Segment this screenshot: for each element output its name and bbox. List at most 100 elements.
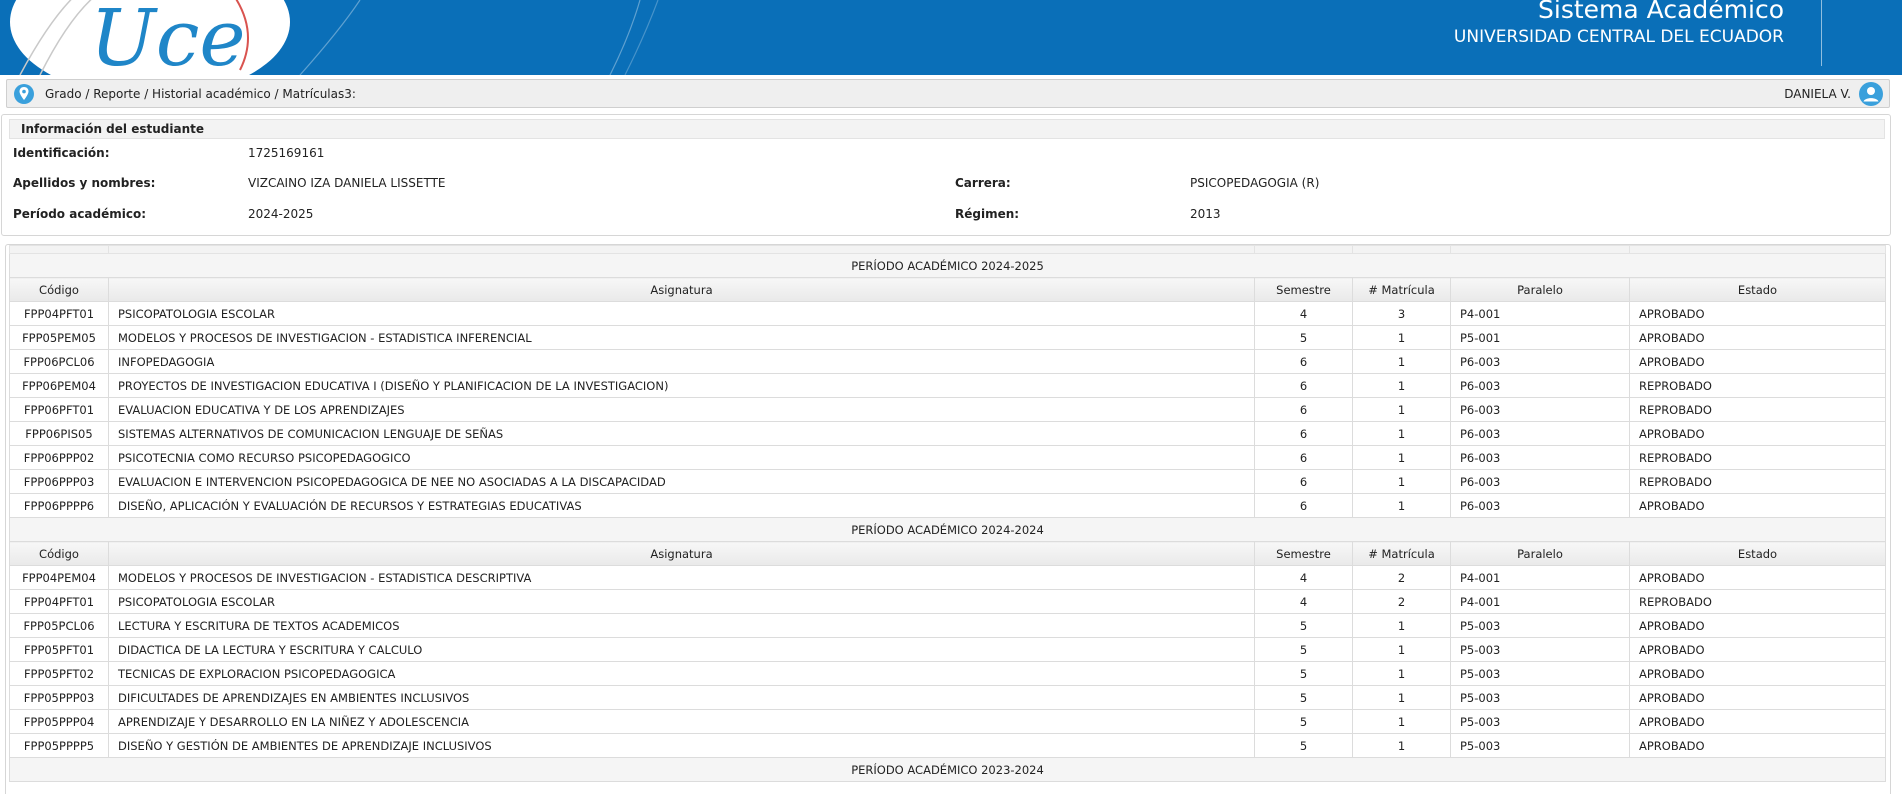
breadcrumb-bar: Grado / Reporte / Historial académico / …	[6, 79, 1890, 108]
cell-estado: APROBADO	[1629, 613, 1886, 638]
cell-estado: APROBADO	[1629, 661, 1886, 686]
cell-estado: APROBADO	[1629, 637, 1886, 662]
location-pin-icon	[14, 83, 34, 104]
table-row[interactable]: FPP05PEM05 MODELOS Y PROCESOS DE INVESTIG…	[9, 325, 1886, 350]
cell-codigo: FPP04PFT01	[9, 301, 109, 326]
cell-paralelo: P6-003	[1450, 469, 1630, 494]
cell-semestre: 6	[1254, 469, 1353, 494]
column-header-paralelo[interactable]: Paralelo	[1450, 541, 1630, 566]
column-header-codigo[interactable]: Código	[9, 277, 109, 302]
cell-asignatura: INFOPEDAGOGIA	[108, 349, 1255, 374]
table-row[interactable]: FPP06PFT01 EVALUACION EDUCATIVA Y DE LOS …	[9, 397, 1886, 422]
table-row[interactable]: FPP06PCL06 INFOPEDAGOGIA 6 1 P6-003 APROBADO	[9, 349, 1886, 374]
cell-matricula: 1	[1352, 661, 1451, 686]
cell-matricula: 1	[1352, 685, 1451, 710]
cell-matricula: 1	[1352, 613, 1451, 638]
cell-asignatura: DIFICULTADES DE APRENDIZAJES EN AMBIENTE…	[108, 685, 1255, 710]
system-title: Sistema Académico	[1538, 0, 1784, 24]
cell-asignatura: MODELOS Y PROCESOS DE INVESTIGACION - ES…	[108, 565, 1255, 590]
column-header-asignatura[interactable]: Asignatura	[108, 277, 1255, 302]
table-row[interactable]: FPP05PFT02 TECNICAS DE EXPLORACION PSICOP…	[9, 661, 1886, 686]
column-header-matricula[interactable]: # Matrícula	[1352, 277, 1451, 302]
table-row[interactable]: FPP05PPP04 APRENDIZAJE Y DESARROLLO EN LA…	[9, 709, 1886, 734]
column-header-matricula[interactable]: # Matrícula	[1352, 541, 1451, 566]
column-header-semestre[interactable]: Semestre	[1254, 277, 1353, 302]
cell-paralelo: P5-003	[1450, 709, 1630, 734]
cell-matricula: 3	[1352, 301, 1451, 326]
cell-matricula: 1	[1352, 325, 1451, 350]
student-info-title: Información del estudiante	[9, 119, 1885, 139]
cell-codigo: FPP06PPPP6	[9, 493, 109, 518]
column-header-semestre[interactable]: Semestre	[1254, 541, 1353, 566]
cell-codigo: FPP05PPP03	[9, 685, 109, 710]
cell-codigo: FPP06PPP02	[9, 445, 109, 470]
column-header-paralelo[interactable]: Paralelo	[1450, 277, 1630, 302]
id-label: Identificación:	[13, 146, 110, 160]
cell-asignatura: PSICOPATOLOGIA ESCOLAR	[108, 301, 1255, 326]
student-info-panel: Información del estudiante Identificació…	[1, 114, 1891, 236]
table-top-strip	[9, 245, 1886, 254]
period-header-row: PERÍODO ACADÉMICO 2023-2024	[9, 757, 1886, 782]
column-header-estado[interactable]: Estado	[1629, 541, 1886, 566]
cell-codigo: FPP05PFT02	[9, 661, 109, 686]
cell-asignatura: EVALUACION E INTERVENCION PSICOPEDAGOGIC…	[108, 469, 1255, 494]
breadcrumb[interactable]: Grado / Reporte / Historial académico / …	[45, 86, 356, 101]
cell-matricula: 2	[1352, 589, 1451, 614]
cell-semestre: 5	[1254, 613, 1353, 638]
table-row[interactable]: FPP04PEM04 MODELOS Y PROCESOS DE INVESTIG…	[9, 565, 1886, 590]
period-value: 2024-2025	[248, 207, 314, 221]
cell-semestre: 4	[1254, 589, 1353, 614]
cell-codigo: FPP05PFT01	[9, 637, 109, 662]
table-row[interactable]: FPP06PIS05 SISTEMAS ALTERNATIVOS DE COMUN…	[9, 421, 1886, 446]
table-row[interactable]: FPP05PPPP5 DISEÑO Y GESTIÓN DE AMBIENTES …	[9, 733, 1886, 758]
table-row[interactable]: FPP04PFT01 PSICOPATOLOGIA ESCOLAR 4 3 P4-001…	[9, 301, 1886, 326]
column-header-asignatura[interactable]: Asignatura	[108, 541, 1255, 566]
cell-paralelo: P6-003	[1450, 373, 1630, 398]
table-row[interactable]: FPP05PPP03 DIFICULTADES DE APRENDIZAJES E…	[9, 685, 1886, 710]
cell-semestre: 5	[1254, 709, 1353, 734]
cell-paralelo: P5-003	[1450, 733, 1630, 758]
cell-matricula: 1	[1352, 637, 1451, 662]
column-header-codigo[interactable]: Código	[9, 541, 109, 566]
table-row[interactable]: FPP06PPP02 PSICOTECNIA COMO RECURSO PSICO…	[9, 445, 1886, 470]
id-value: 1725169161	[248, 146, 325, 160]
cell-asignatura: EVALUACION EDUCATIVA Y DE LOS APRENDIZAJ…	[108, 397, 1255, 422]
enrollment-history-table-container[interactable]: PERÍODO ACADÉMICO 2024-2025 Código Asignat…	[5, 244, 1891, 794]
table-row[interactable]: FPP06PPPP6 DISEÑO, APLICACIÓN Y EVALUACIÓ…	[9, 493, 1886, 518]
table-row[interactable]: FPP04PFT01 PSICOPATOLOGIA ESCOLAR 4 2 P4-001…	[9, 589, 1886, 614]
column-header-estado[interactable]: Estado	[1629, 277, 1886, 302]
cell-semestre: 6	[1254, 445, 1353, 470]
cell-codigo: FPP06PEM04	[9, 373, 109, 398]
cell-estado: APROBADO	[1629, 685, 1886, 710]
cell-matricula: 1	[1352, 397, 1451, 422]
user-avatar-icon[interactable]	[1859, 82, 1883, 106]
cell-paralelo: P5-001	[1450, 325, 1630, 350]
column-header-row: Código Asignatura Semestre # Matrícula Paral…	[9, 541, 1886, 566]
table-row[interactable]: FPP06PPP03 EVALUACION E INTERVENCION PSIC…	[9, 469, 1886, 494]
cell-matricula: 1	[1352, 709, 1451, 734]
cell-codigo: FPP05PPP04	[9, 709, 109, 734]
cell-codigo: FPP06PPP03	[9, 469, 109, 494]
cell-asignatura: MODELOS Y PROCESOS DE INVESTIGACION - ES…	[108, 325, 1255, 350]
table-row[interactable]: FPP05PFT01 DIDACTICA DE LA LECTURA Y ESCR…	[9, 637, 1886, 662]
career-label: Carrera:	[955, 176, 1011, 190]
university-name: UNIVERSIDAD CENTRAL DEL ECUADOR	[1453, 27, 1784, 47]
column-header-row: Código Asignatura Semestre # Matrícula Paral…	[9, 277, 1886, 302]
banner-decoration	[299, 0, 659, 75]
name-label: Apellidos y nombres:	[13, 176, 156, 190]
cell-paralelo: P6-003	[1450, 349, 1630, 374]
cell-matricula: 1	[1352, 733, 1451, 758]
period-title: PERÍODO ACADÉMICO 2024-2025	[9, 253, 1886, 278]
cell-asignatura: PSICOPATOLOGIA ESCOLAR	[108, 589, 1255, 614]
table-row[interactable]: FPP06PEM04 PROYECTOS DE INVESTIGACION EDU…	[9, 373, 1886, 398]
cell-semestre: 4	[1254, 565, 1353, 590]
user-name[interactable]: DANIELA V.	[1784, 87, 1851, 101]
name-value: VIZCAINO IZA DANIELA LISSETTE	[248, 176, 446, 190]
table-row[interactable]: FPP05PCL06 LECTURA Y ESCRITURA DE TEXTOS …	[9, 613, 1886, 638]
cell-paralelo: P5-003	[1450, 637, 1630, 662]
regime-label: Régimen:	[955, 207, 1020, 221]
cell-estado: APROBADO	[1629, 301, 1886, 326]
cell-matricula: 1	[1352, 445, 1451, 470]
cell-semestre: 5	[1254, 685, 1353, 710]
period-header-row: PERÍODO ACADÉMICO 2024-2025	[9, 253, 1886, 278]
